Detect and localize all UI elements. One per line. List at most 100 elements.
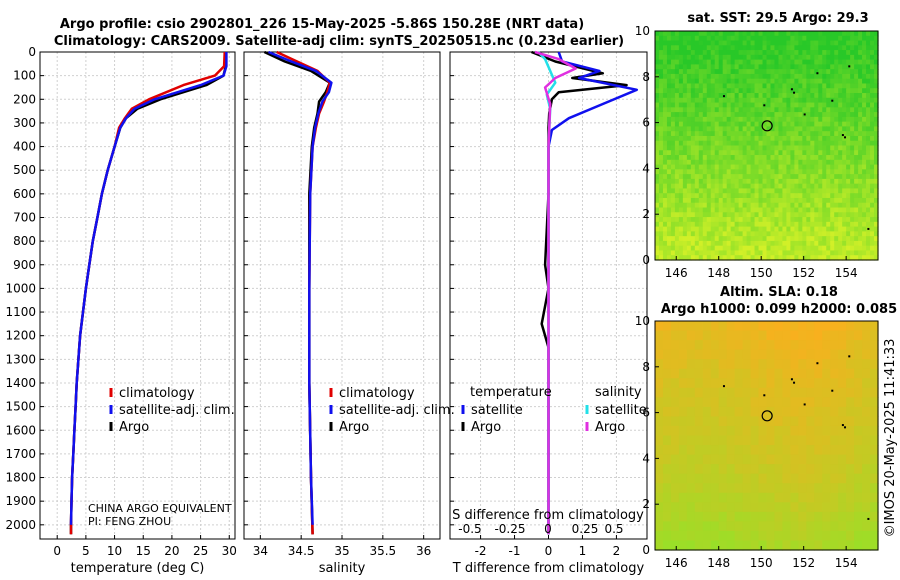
heatmap-cell [655, 540, 664, 551]
heatmap-cell [722, 107, 728, 113]
heatmap-cell [786, 97, 791, 104]
heatmap-cell [866, 202, 871, 209]
heatmap-cell [718, 530, 728, 542]
heatmap-cell [658, 126, 664, 132]
heatmap-cell [814, 416, 823, 427]
heatmap-cell [750, 178, 756, 185]
heatmap-cell [730, 107, 736, 113]
heatmap-cell [758, 83, 764, 89]
heatmap-cell [874, 221, 879, 228]
heatmap-cell [830, 530, 839, 542]
heatmap-cell [814, 240, 819, 247]
heatmap-cell [858, 226, 863, 232]
map-frame [654, 30, 879, 261]
heatmap-cell [790, 145, 795, 151]
heatmap-cell [750, 73, 756, 80]
heatmap-cell [734, 40, 740, 46]
heatmap-cell [758, 250, 764, 256]
heatmap-cell [718, 35, 724, 42]
heatmap-cell [662, 174, 668, 180]
heatmap-cell [734, 226, 740, 232]
heatmap-cell [846, 88, 851, 94]
heatmap-cell [834, 54, 839, 61]
heatmap-cell [702, 126, 708, 132]
heatmap-cell [655, 378, 664, 389]
heatmap-cell [758, 330, 768, 341]
heatmap-cell [870, 169, 875, 175]
heatmap-cell [718, 406, 728, 418]
heatmap-cell [774, 483, 784, 494]
heatmap-cell [662, 126, 668, 132]
heatmap-cell [670, 169, 676, 175]
heatmap-cell [854, 255, 859, 261]
heatmap-cell [782, 97, 788, 104]
heatmap-cell [814, 73, 819, 80]
heatmap-cell [806, 73, 811, 80]
heatmap-cell [698, 197, 704, 204]
heatmap-cell [762, 35, 768, 42]
heatmap-cell [746, 69, 752, 75]
x-tick-label: 30 [222, 544, 237, 558]
heatmap-cell [790, 250, 795, 256]
island-marker [831, 99, 834, 102]
heatmap-cell [790, 349, 799, 360]
heatmap-cell [834, 155, 839, 161]
heatmap-cell [782, 193, 788, 199]
heatmap-cell [666, 31, 672, 37]
heatmap-cell [830, 159, 835, 166]
heatmap-cell [726, 521, 736, 532]
heatmap-cell [662, 340, 672, 351]
heatmap-cell [862, 121, 867, 128]
heatmap-cell [710, 140, 716, 147]
heatmap-cell [674, 226, 680, 232]
heatmap-cell [738, 64, 744, 70]
y-tick-label: 400 [13, 140, 36, 154]
heatmap-cell [706, 183, 712, 190]
heatmap-cell [798, 511, 807, 522]
heatmap-cell [734, 197, 740, 204]
heatmap-cell [750, 112, 756, 118]
heatmap-cell [854, 250, 859, 256]
heatmap-cell [674, 35, 680, 42]
heatmap-cell [662, 54, 668, 61]
island-marker [803, 113, 806, 116]
heatmap-cell [702, 150, 708, 156]
heatmap-cell [770, 50, 776, 56]
heatmap-cell [655, 35, 660, 42]
heatmap-cell [754, 31, 760, 37]
heatmap-cell [806, 159, 811, 166]
heatmap-cell [774, 368, 784, 379]
heatmap-cell [670, 97, 676, 104]
heatmap-cell [818, 240, 823, 247]
heatmap-cell [822, 540, 831, 551]
heatmap-cell [686, 107, 692, 113]
heatmap-cell [702, 250, 708, 256]
heatmap-cell [814, 445, 823, 456]
heatmap-cell [830, 193, 835, 199]
heatmap-cell [834, 245, 839, 252]
heatmap-cell [730, 126, 736, 132]
heatmap-cell [750, 221, 756, 228]
heatmap-cell [655, 387, 664, 398]
heatmap-cell [806, 464, 815, 475]
heatmap-cell [830, 521, 839, 532]
heatmap-cell [766, 226, 772, 232]
heatmap-cell [798, 397, 807, 408]
heatmap-cell [694, 78, 700, 85]
heatmap-cell [798, 126, 803, 132]
island-marker [722, 385, 725, 388]
heatmap-cell [798, 445, 807, 456]
heatmap-cell [854, 169, 859, 175]
heatmap-cell [786, 221, 791, 228]
heatmap-cell [778, 159, 784, 166]
heatmap-cell [742, 174, 748, 180]
heatmap-cell [718, 435, 728, 446]
heatmap-cell [662, 40, 668, 46]
heatmap-cell [870, 454, 879, 465]
heatmap-cell [678, 40, 684, 46]
heatmap-cell [826, 64, 831, 70]
heatmap-cell [838, 240, 843, 247]
heatmap-cell [866, 236, 871, 242]
heatmap-cell [770, 250, 776, 256]
heatmap-cell [714, 121, 720, 128]
